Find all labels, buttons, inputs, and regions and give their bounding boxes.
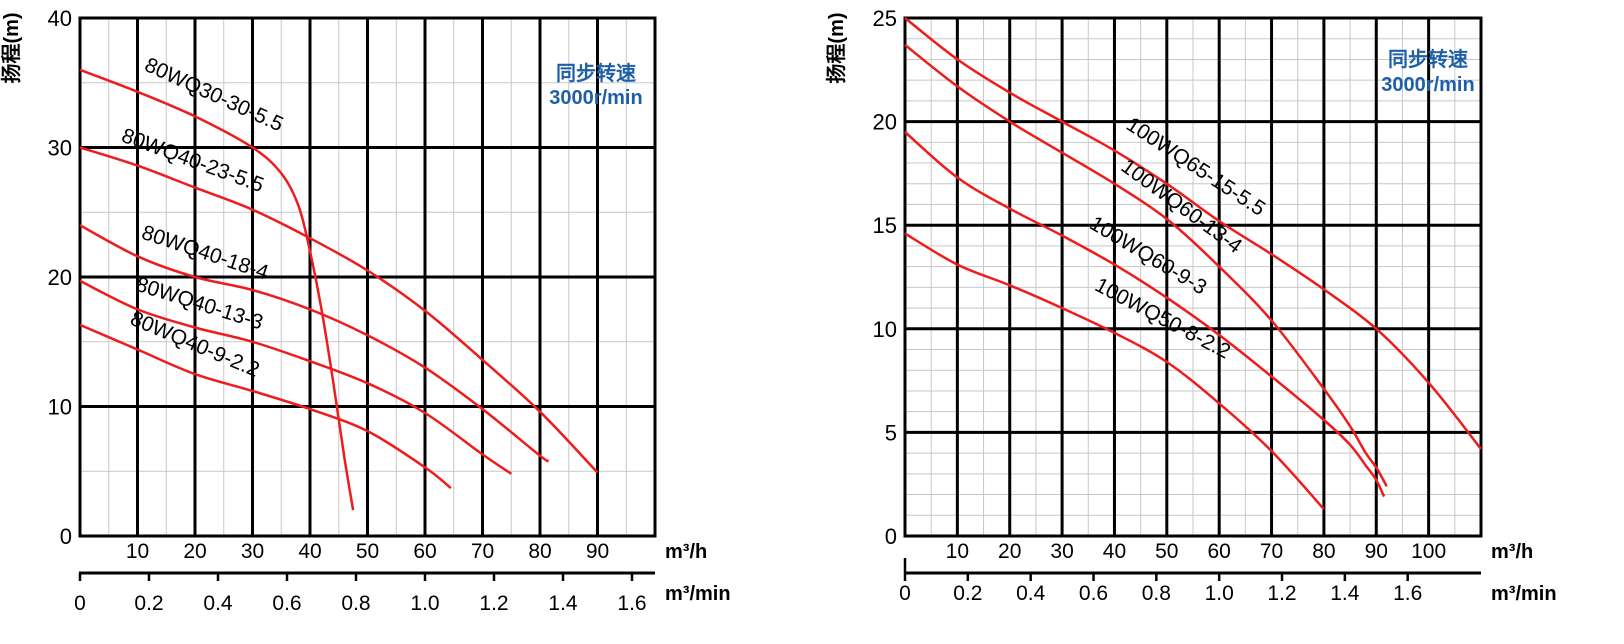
x-tick-label: 90 (1365, 540, 1388, 563)
x-tick-label: 80 (1312, 540, 1335, 563)
secondary-axis-tick-label: 1.2 (1267, 582, 1296, 605)
secondary-axis-tick-label: 1.0 (410, 592, 439, 615)
chart-80wq-series: 0 10 20 30 40 扬程(m) 10 20 30 40 50 60 70 80 90 m³/h 0 0.2… (0, 6, 731, 615)
series-curve (904, 43, 1388, 487)
x-tick-label: 20 (183, 540, 206, 563)
x-tick-label: 20 (998, 540, 1021, 563)
plot-frame (78, 16, 657, 538)
x-tick-label: 50 (356, 540, 379, 563)
y-tick-label: 25 (873, 6, 897, 31)
secondary-axis-tick-label: 0.4 (203, 592, 233, 615)
secondary-axis-tick-label: 0.8 (1142, 582, 1171, 605)
x-axis-title: m³/h (665, 541, 707, 563)
secondary-axis-title: m³/min (665, 583, 731, 605)
x-tick-label: 70 (1260, 540, 1283, 563)
chart-100wq-series: 0 5 10 15 20 25 扬程(m) 10 20 30 40 50 60 70 80 90 100 m³/h… (825, 6, 1557, 605)
x-tick-label: 60 (1208, 540, 1231, 563)
secondary-axis-tick-label: 0 (899, 582, 911, 605)
speed-annotation-title: 同步转速 (556, 61, 636, 85)
x-tick-label: 40 (298, 540, 321, 563)
secondary-axis-tick-label: 1.6 (617, 592, 646, 615)
secondary-axis-tick-label: 0.6 (1079, 582, 1108, 605)
y-axis-title: 扬程(m) (825, 12, 848, 83)
secondary-axis-tick-label: 1.4 (548, 592, 578, 615)
series-label: 80WQ30-30-5.5 (141, 53, 287, 136)
x-tick-label: 30 (241, 540, 264, 563)
secondary-axis-tick-label: 0.2 (134, 592, 163, 615)
series-curve (79, 279, 512, 475)
secondary-axis-tick-label: 0.8 (341, 592, 370, 615)
secondary-axis-tick-label: 0.6 (272, 592, 301, 615)
y-tick-label: 20 (873, 110, 897, 135)
secondary-axis-tick-label: 0 (74, 592, 86, 615)
y-tick-label: 0 (885, 524, 897, 549)
speed-annotation-value: 3000r/min (1381, 74, 1474, 96)
x-tick-label: 10 (946, 540, 969, 563)
x-tick-label: 10 (126, 540, 149, 563)
series-curve (904, 17, 1482, 450)
x-axis-title: m³/h (1491, 541, 1533, 563)
secondary-axis-tick-label: 1.0 (1205, 582, 1234, 605)
speed-annotation-title: 同步转速 (1388, 47, 1468, 71)
series-curve (79, 68, 355, 511)
secondary-axis-title: m³/min (1491, 583, 1557, 605)
series-curve (904, 232, 1325, 510)
secondary-axis-tick-label: 1.6 (1393, 582, 1422, 605)
series-curve (79, 146, 599, 474)
x-tick-label: 60 (413, 540, 436, 563)
series-curve (79, 224, 550, 463)
plot-frame (903, 16, 1483, 538)
y-tick-label: 15 (873, 213, 897, 238)
x-tick-label: 40 (1103, 540, 1126, 563)
x-tick-label: 50 (1155, 540, 1178, 563)
speed-annotation-value: 3000r/min (549, 87, 642, 109)
y-tick-label: 10 (873, 317, 897, 342)
y-tick-label: 0 (60, 524, 72, 549)
x-tick-label: 80 (528, 540, 551, 563)
x-tick-label: 70 (471, 540, 494, 563)
y-axis-title: 扬程(m) (0, 12, 23, 83)
y-tick-label: 20 (48, 265, 72, 290)
x-tick-label: 30 (1050, 540, 1073, 563)
series-curve (79, 323, 452, 490)
y-tick-label: 10 (48, 395, 72, 420)
y-tick-label: 40 (48, 6, 72, 31)
secondary-axis-tick-label: 0.4 (1016, 582, 1046, 605)
secondary-axis-tick-label: 0.2 (953, 582, 982, 605)
x-tick-label: 90 (586, 540, 609, 563)
series-curve (904, 131, 1386, 498)
secondary-axis-tick-label: 1.4 (1330, 582, 1360, 605)
x-tick-label: 100 (1411, 540, 1446, 563)
y-tick-label: 30 (48, 136, 72, 161)
secondary-axis-tick-label: 1.2 (479, 592, 508, 615)
y-tick-label: 5 (885, 420, 897, 445)
